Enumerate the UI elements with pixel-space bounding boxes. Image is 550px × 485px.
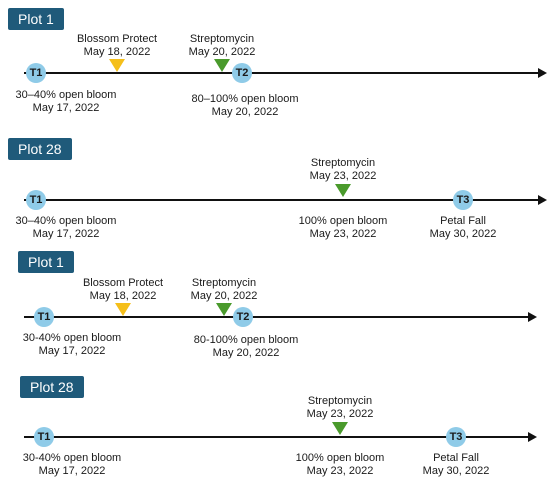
arrow-head-icon bbox=[528, 312, 537, 322]
marker-date: May 23, 2022 bbox=[306, 465, 374, 477]
event-name-streptomycin: Streptomycin bbox=[189, 33, 255, 45]
timeline-panel-plot-28: Plot 28 Streptomycin May 23, 2022 T1 T3 … bbox=[0, 130, 550, 245]
plot-label: Plot 1 bbox=[8, 8, 64, 30]
event-date: May 20, 2022 bbox=[190, 290, 258, 302]
timepoint-marker-t2: T2 bbox=[232, 63, 252, 83]
application-triangle-icon bbox=[216, 303, 232, 316]
event-name-blossom-protect: Blossom Protect bbox=[82, 277, 164, 289]
timeline-panel-plot-1-copy: Plot 1 Blossom Protect May 18, 2022 Stre… bbox=[0, 245, 550, 365]
event-date: May 20, 2022 bbox=[188, 46, 256, 58]
timeline-axis bbox=[24, 199, 540, 201]
timepoint-marker-t3: T3 bbox=[453, 190, 473, 210]
marker-date: May 23, 2022 bbox=[309, 228, 377, 240]
arrow-head-icon bbox=[538, 68, 547, 78]
marker-description: 100% open bloom bbox=[298, 215, 388, 227]
application-triangle-icon bbox=[109, 59, 125, 72]
marker-date: May 30, 2022 bbox=[422, 465, 490, 477]
marker-date: May 17, 2022 bbox=[38, 345, 106, 357]
timepoint-marker-t3: T3 bbox=[446, 427, 466, 447]
timeline-axis bbox=[24, 72, 540, 74]
timepoint-marker-t2: T2 bbox=[233, 307, 253, 327]
timeline-panel-plot-28-copy: Plot 28 Streptomycin May 23, 2022 T1 T3 … bbox=[0, 370, 550, 485]
application-triangle-icon bbox=[335, 184, 351, 197]
timepoint-marker-t1: T1 bbox=[26, 63, 46, 83]
event-date: May 23, 2022 bbox=[309, 170, 377, 182]
timeline-axis bbox=[24, 316, 530, 318]
marker-description: Petal Fall bbox=[440, 215, 486, 227]
plot-label: Plot 28 bbox=[20, 376, 84, 398]
application-triangle-icon bbox=[332, 422, 348, 435]
marker-description: 80-100% open bloom bbox=[193, 334, 299, 346]
marker-date: May 17, 2022 bbox=[38, 465, 106, 477]
marker-description: 100% open bloom bbox=[295, 452, 385, 464]
marker-description: 30–40% open bloom bbox=[15, 215, 117, 227]
timepoint-marker-t1: T1 bbox=[34, 307, 54, 327]
event-name-streptomycin: Streptomycin bbox=[191, 277, 257, 289]
application-triangle-icon bbox=[214, 59, 230, 72]
arrow-head-icon bbox=[538, 195, 547, 205]
timepoint-marker-t1: T1 bbox=[26, 190, 46, 210]
marker-date: May 17, 2022 bbox=[32, 102, 100, 114]
marker-date: May 20, 2022 bbox=[212, 347, 280, 359]
event-date: May 23, 2022 bbox=[306, 408, 374, 420]
marker-description: 30-40% open bloom bbox=[22, 452, 122, 464]
event-name-streptomycin: Streptomycin bbox=[310, 157, 376, 169]
marker-description: 80–100% open bloom bbox=[191, 93, 299, 105]
marker-description: Petal Fall bbox=[433, 452, 479, 464]
event-date: May 18, 2022 bbox=[89, 290, 157, 302]
timepoint-marker-t1: T1 bbox=[34, 427, 54, 447]
timeline-axis bbox=[24, 436, 530, 438]
marker-date: May 30, 2022 bbox=[429, 228, 497, 240]
event-date: May 18, 2022 bbox=[83, 46, 151, 58]
plot-label: Plot 28 bbox=[8, 138, 72, 160]
timeline-panel-plot-1: Plot 1 Blossom Protect May 18, 2022 Stre… bbox=[0, 0, 550, 120]
marker-description: 30-40% open bloom bbox=[22, 332, 122, 344]
event-name-blossom-protect: Blossom Protect bbox=[76, 33, 158, 45]
application-triangle-icon bbox=[115, 303, 131, 316]
marker-date: May 20, 2022 bbox=[211, 106, 279, 118]
marker-date: May 17, 2022 bbox=[32, 228, 100, 240]
event-name-streptomycin: Streptomycin bbox=[307, 395, 373, 407]
marker-description: 30–40% open bloom bbox=[15, 89, 117, 101]
plot-label: Plot 1 bbox=[18, 251, 74, 273]
arrow-head-icon bbox=[528, 432, 537, 442]
